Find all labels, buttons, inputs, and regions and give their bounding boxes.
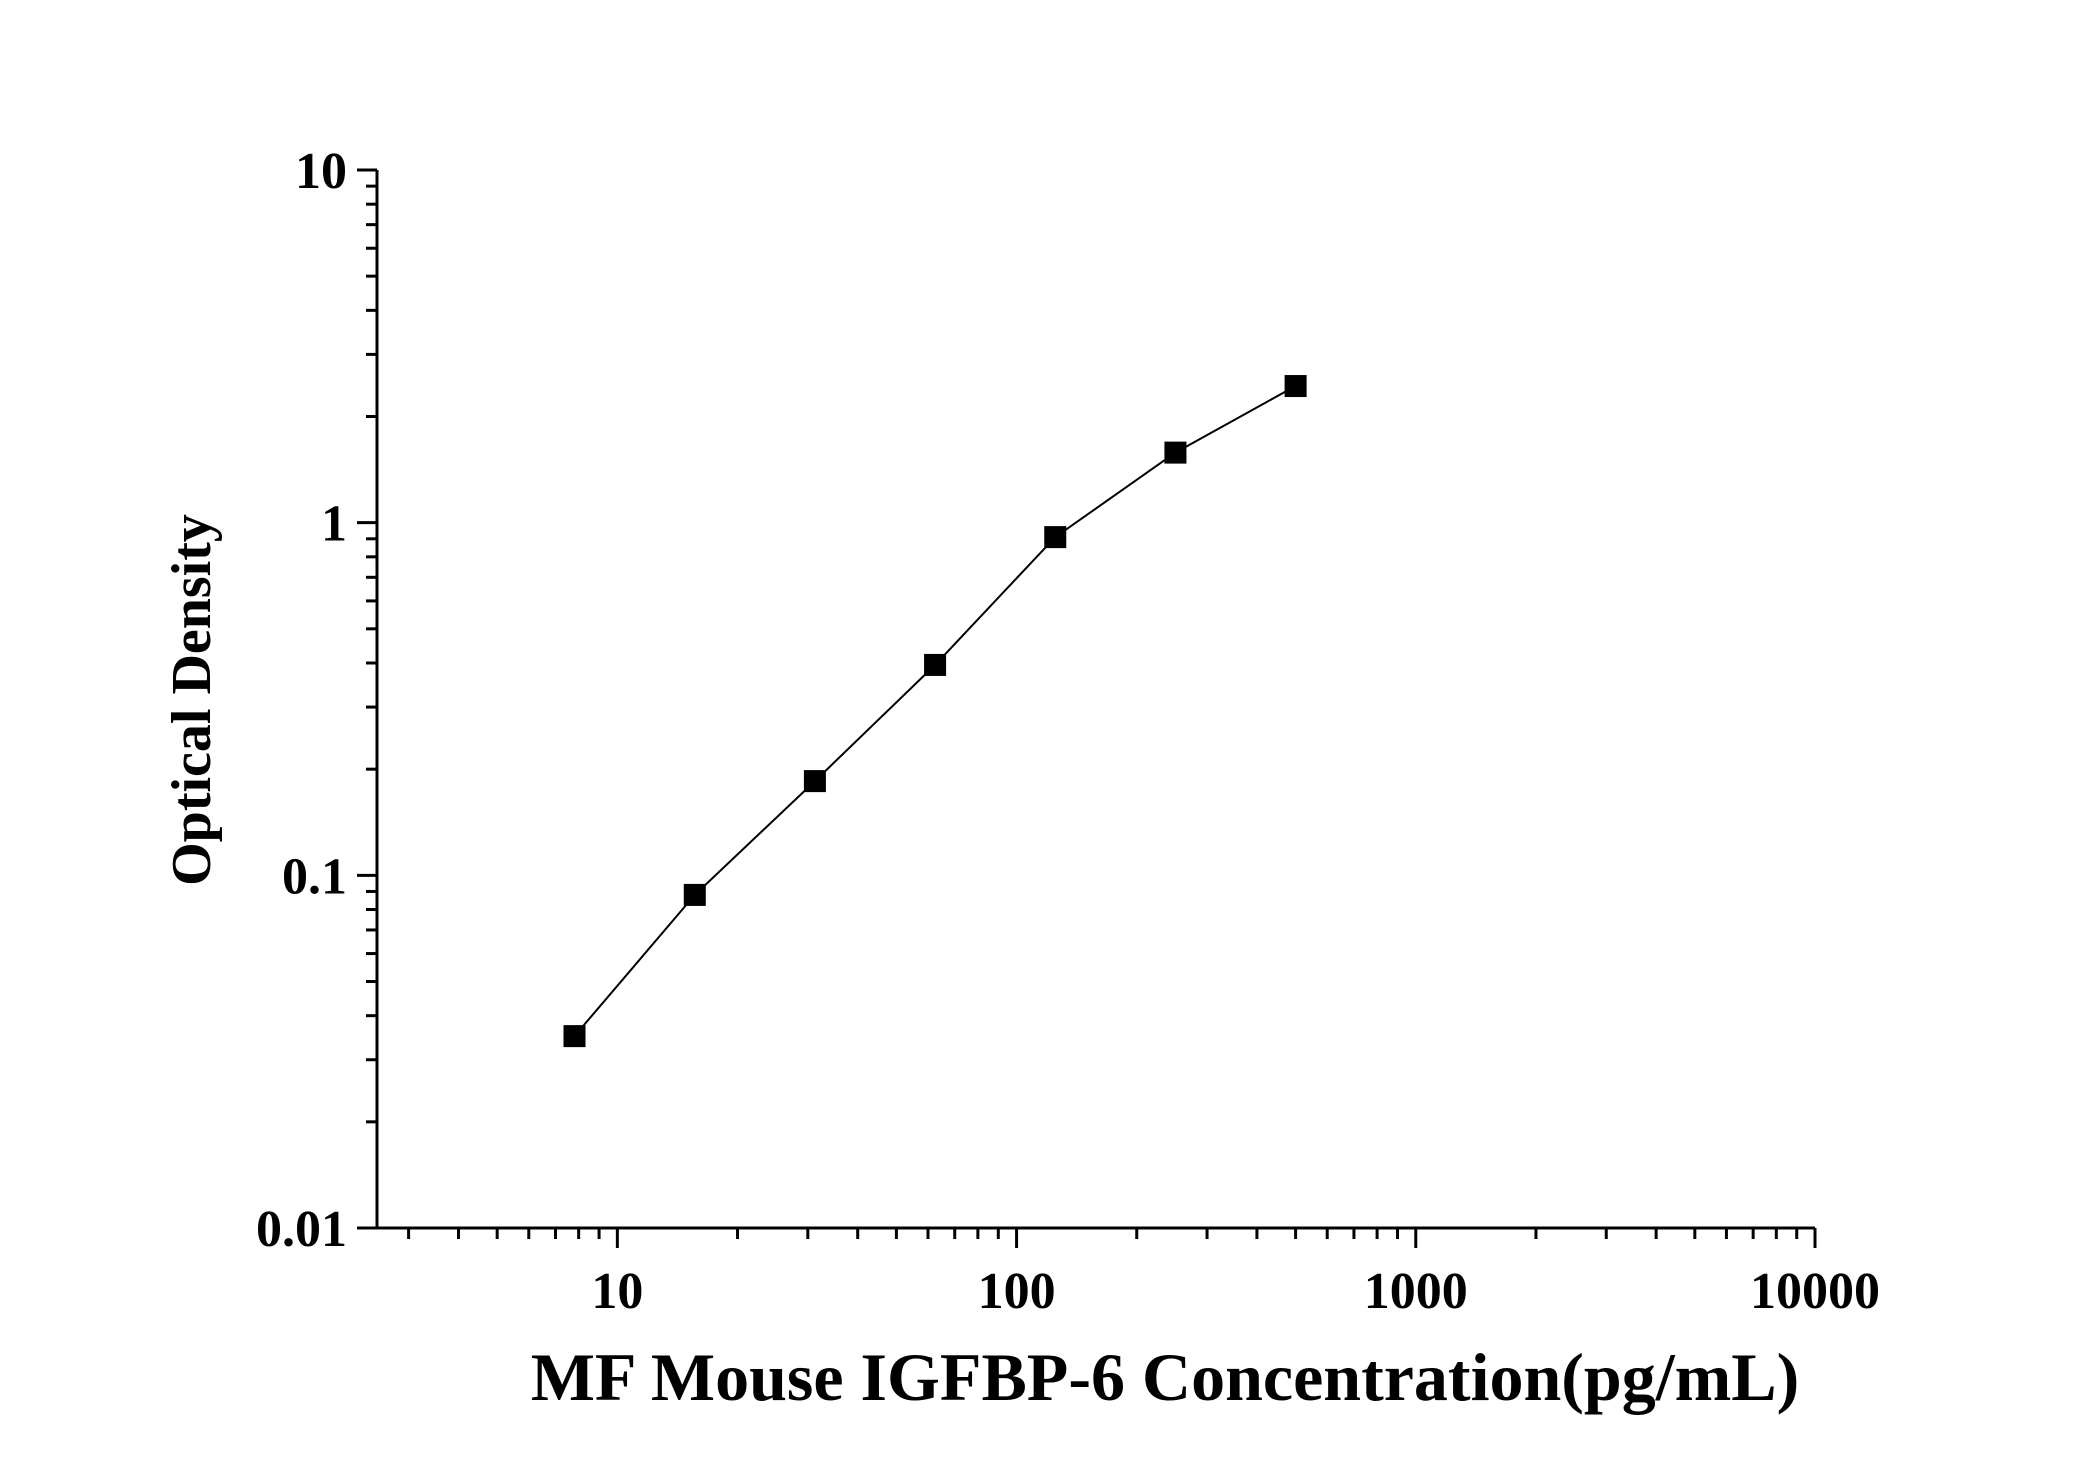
y-axis-title: Optical Density (161, 514, 223, 886)
x-tick-label: 100 (978, 1263, 1056, 1320)
data-point-marker (924, 653, 947, 676)
x-axis-title: MF Mouse IGFBP-6 Concentration(pg/mL) (531, 1339, 1800, 1415)
y-tick-label: 0.01 (256, 1201, 347, 1258)
axis-labels: MF Mouse IGFBP-6 Concentration(pg/mL) Op… (161, 514, 1799, 1415)
series-line (573, 385, 1297, 1037)
data-point-marker (563, 1025, 586, 1048)
axes: 0.01 0.1 1 10 10 100 1000 10000 (256, 143, 1880, 1320)
data-series (563, 375, 1307, 1048)
x-tick-label: 10 (591, 1263, 643, 1320)
y-tick-label: 1 (321, 496, 347, 553)
data-point-marker (683, 883, 706, 906)
y-tick-label: 10 (295, 143, 347, 200)
y-tick-label: 0.1 (282, 848, 347, 905)
data-point-marker (1284, 375, 1307, 398)
data-point-marker (1164, 441, 1187, 464)
data-point-marker (803, 770, 826, 793)
x-tick-label: 10000 (1750, 1263, 1880, 1320)
data-point-marker (1044, 526, 1067, 549)
x-tick-label: 1000 (1364, 1263, 1468, 1320)
